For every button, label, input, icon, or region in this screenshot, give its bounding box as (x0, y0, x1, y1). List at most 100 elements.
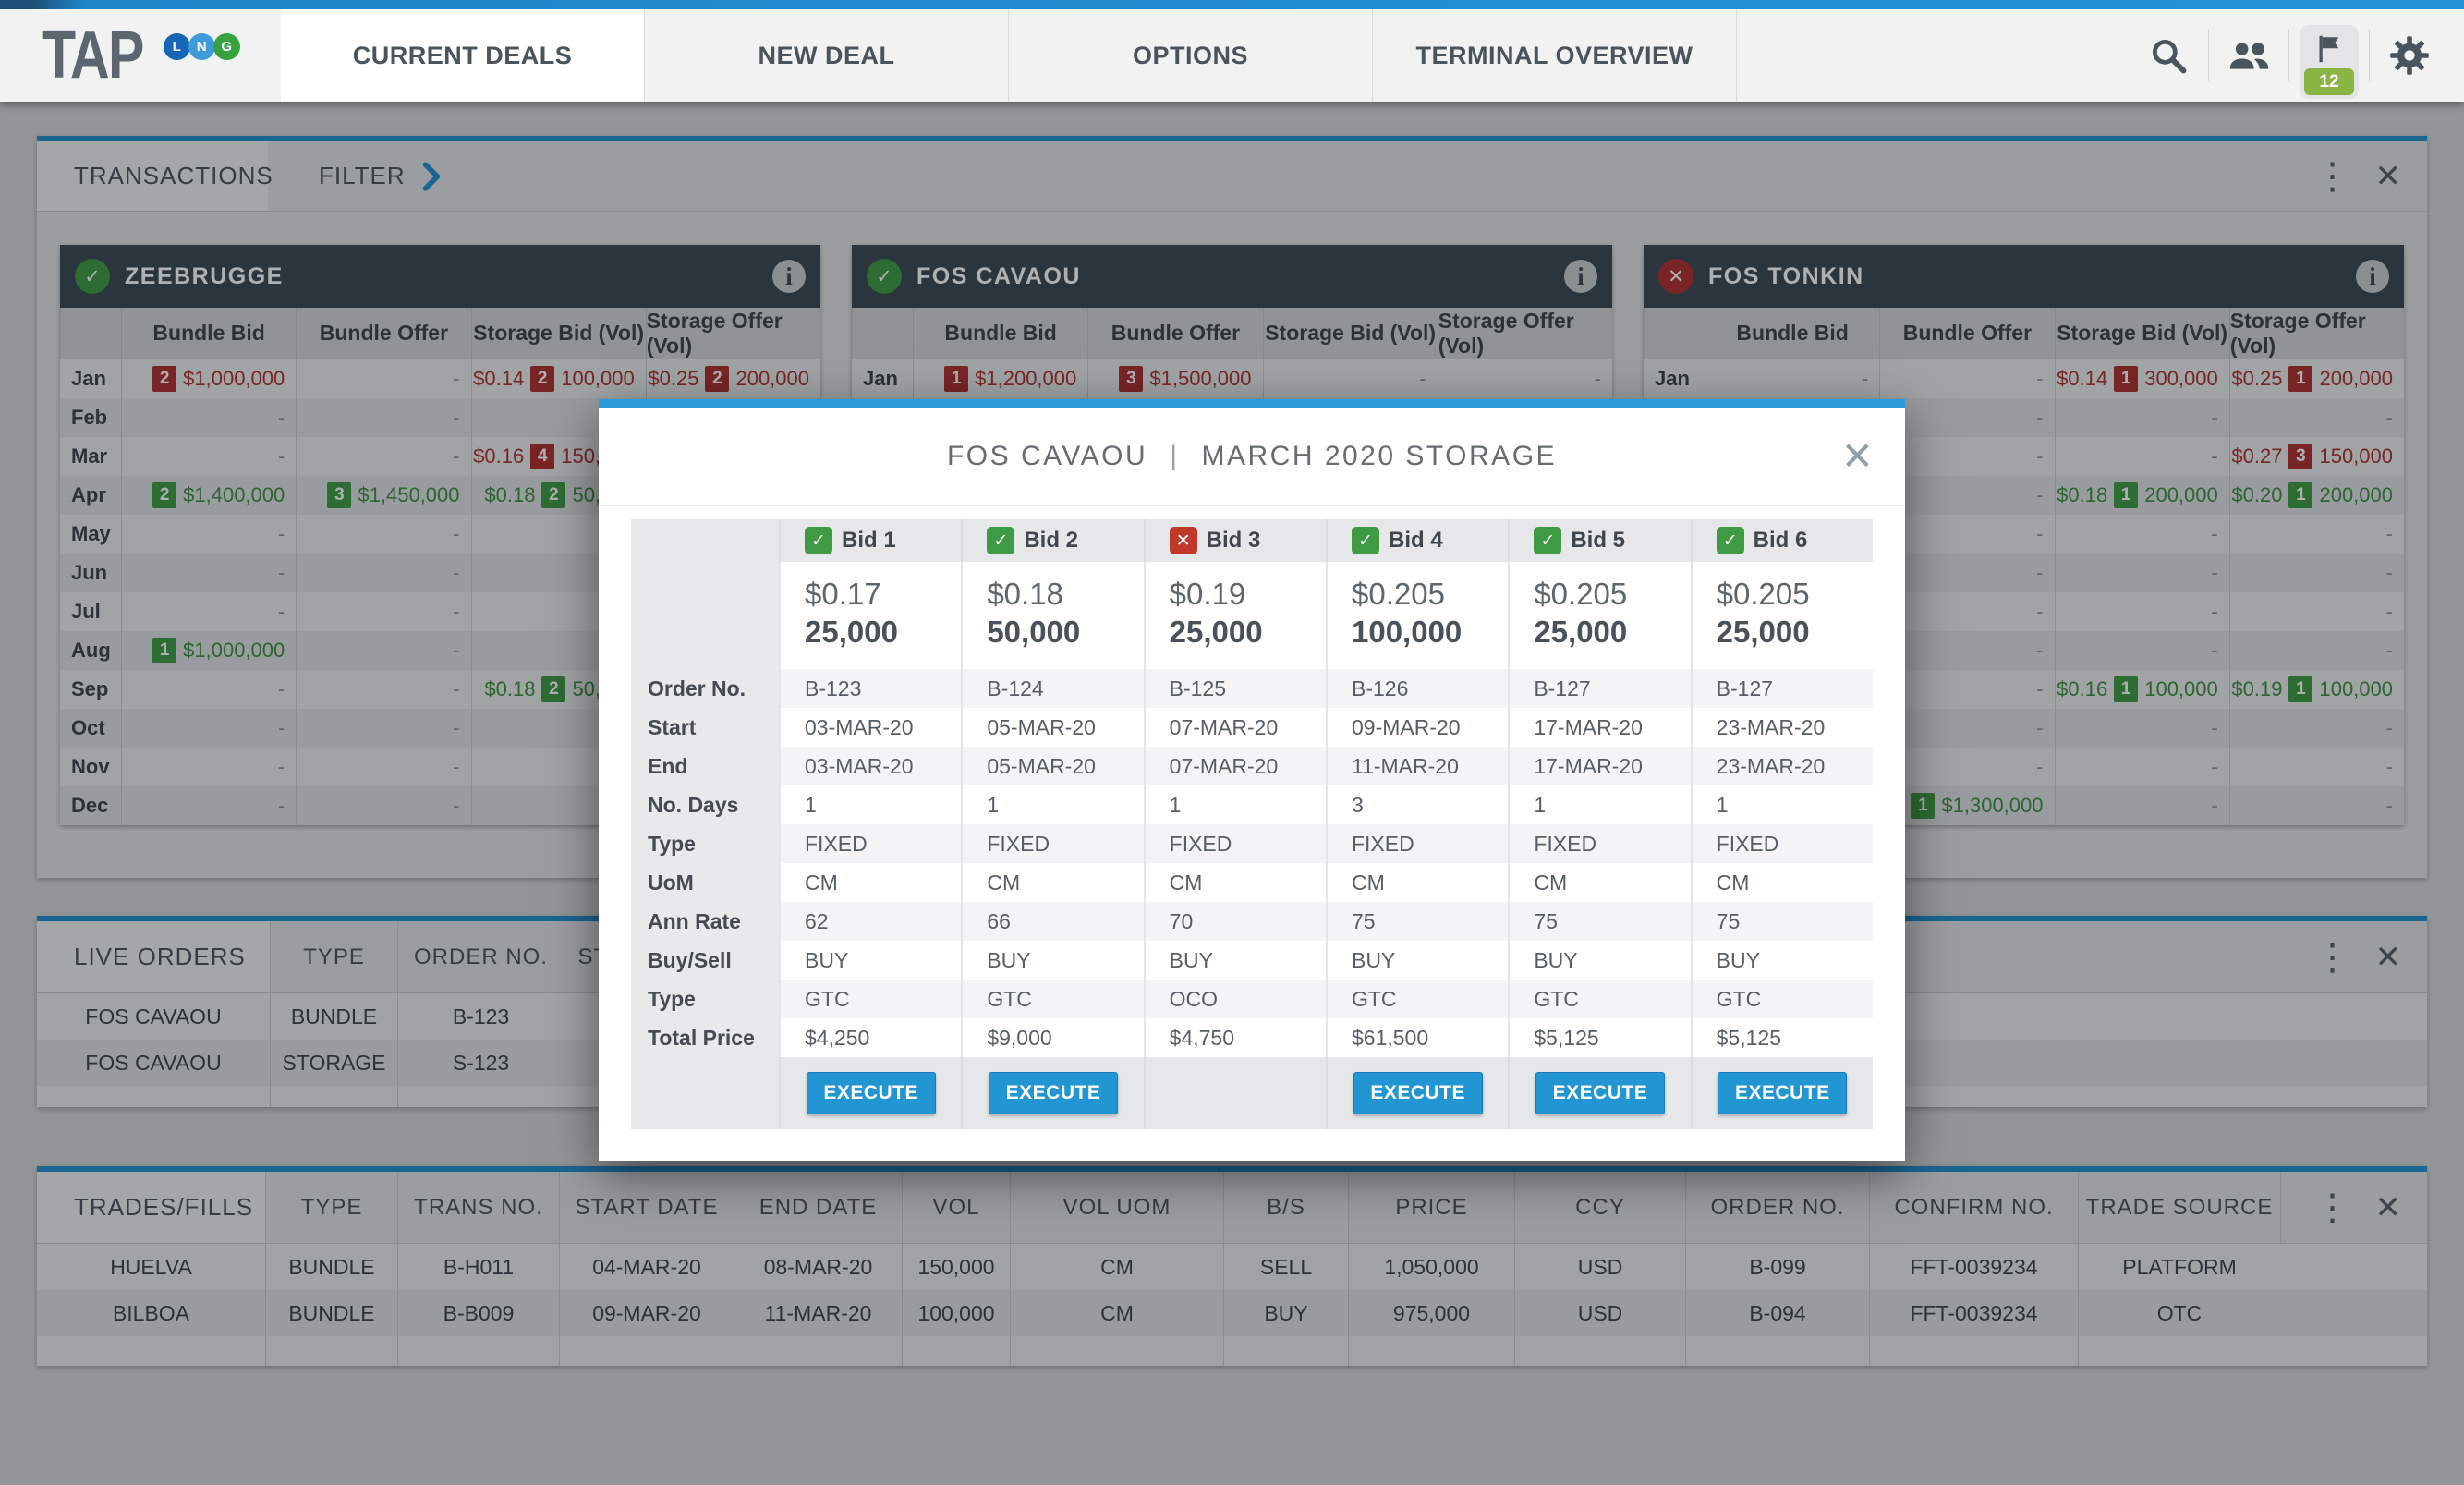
storage-bid-cell[interactable]: - (2054, 554, 2229, 592)
modal-close-icon[interactable]: ✕ (1840, 433, 1874, 479)
bundle-offer-cell[interactable]: - (296, 359, 470, 398)
column-header: Storage Offer (Vol) (1437, 308, 1612, 359)
storage-offer-cell[interactable]: - (2228, 786, 2404, 825)
storage-bid-cell[interactable]: $0.14 1 300,000 (2054, 359, 2229, 398)
storage-offer-cell[interactable]: - (1437, 359, 1612, 398)
trade-cell: CM (1010, 1244, 1223, 1290)
bundle-offer-cell[interactable]: - (296, 670, 470, 709)
storage-offer-cell[interactable]: - (2228, 631, 2404, 670)
search-icon[interactable] (2129, 35, 2208, 76)
bid-value: B-124 (961, 669, 1144, 708)
storage-bid-cell[interactable]: $0.18250,000 (470, 670, 646, 709)
flag-icon[interactable]: 12 (2300, 25, 2359, 99)
bundle-offer-cell[interactable]: - (296, 437, 470, 476)
kebab-menu-icon[interactable]: ⋮ (2313, 935, 2351, 979)
close-icon[interactable]: ✕ (2374, 157, 2402, 195)
nav-tab[interactable]: OPTIONS (1009, 9, 1373, 102)
month-row: Apr 2$1,400,000 3$1,450,000 $0.18250,000… (60, 476, 820, 515)
storage-bid-cell[interactable]: $0.16 4 150,000 (470, 437, 646, 476)
close-icon[interactable]: ✕ (2374, 1188, 2402, 1226)
execute-button[interactable]: EXECUTE (1353, 1072, 1483, 1114)
bundle-offer-cell[interactable]: - (296, 398, 470, 437)
bundle-offer-cell[interactable]: - (296, 515, 470, 554)
bid-value: 75 (1690, 902, 1873, 941)
bundle-bid-cell[interactable]: 1 $1,200,000 (913, 359, 1087, 398)
column-header: Bundle Offer (1879, 308, 2054, 359)
bundle-bid-cell[interactable]: - (121, 709, 296, 748)
bundle-offer-cell[interactable]: - (296, 748, 470, 786)
trade-row[interactable]: HUELVA BUNDLE B-H011 04-MAR-20 08-MAR-20 150… (37, 1244, 2427, 1290)
bundle-bid-cell[interactable]: 1 $1,000,000 (121, 631, 296, 670)
kebab-menu-icon[interactable]: ⋮ (2313, 154, 2351, 198)
bundle-bid-cell[interactable]: - (121, 786, 296, 825)
nav-tab[interactable]: NEW DEAL (645, 9, 1009, 102)
storage-offer-cell[interactable]: - (2228, 554, 2404, 592)
storage-bid-cell[interactable]: - (2054, 709, 2229, 748)
storage-offer-cell[interactable]: - (2228, 592, 2404, 631)
storage-offer-cell[interactable]: - (2228, 515, 2404, 554)
count-badge: 1 (2114, 482, 2139, 508)
close-icon[interactable]: ✕ (2374, 938, 2402, 976)
storage-offer-cell[interactable]: $0.25 1 200,000 (2228, 359, 2404, 398)
bundle-bid-cell[interactable]: 2 $1,400,000 (121, 476, 296, 515)
bundle-bid-cell[interactable]: - (121, 398, 296, 437)
bundle-offer-cell[interactable]: - (296, 592, 470, 631)
bundle-bid-cell[interactable]: - (121, 592, 296, 631)
trade-row[interactable] (37, 1336, 2427, 1366)
users-icon[interactable] (2209, 35, 2288, 76)
storage-bid-cell[interactable]: - (2054, 592, 2229, 631)
bundle-bid-cell[interactable]: 2 $1,000,000 (121, 359, 296, 398)
bundle-offer-cell[interactable]: - (296, 786, 470, 825)
execute-button[interactable]: EXECUTE (1535, 1072, 1665, 1114)
bundle-bid-cell[interactable]: - (121, 748, 296, 786)
execute-button[interactable]: EXECUTE (1718, 1072, 1848, 1114)
storage-bid-cell[interactable]: $0.18 1 200,000 (2054, 476, 2229, 515)
bid-value: 07-MAR-20 (1143, 747, 1326, 785)
bundle-offer-cell[interactable]: - (296, 631, 470, 670)
count-badge: 2 (705, 366, 730, 392)
storage-bid-cell[interactable]: - (2054, 398, 2229, 437)
storage-bid-cell[interactable]: - (2054, 515, 2229, 554)
bundle-offer-cell[interactable]: 1 $1,300,000 (1879, 786, 2054, 825)
execute-button[interactable]: EXECUTE (988, 1072, 1118, 1114)
bundle-bid-cell[interactable]: - (1705, 359, 1879, 398)
bid-detail-row: Total Price $4,250 $9,000 $4,750 $61,500 $5,… (631, 1018, 1873, 1057)
storage-bid-cell[interactable]: $0.14 2 100,000 (470, 359, 646, 398)
storage-offer-cell[interactable]: $0.19 1 100,000 (2228, 670, 2404, 709)
bundle-offer-cell[interactable]: - (296, 554, 470, 592)
gear-icon[interactable] (2370, 33, 2449, 78)
storage-bid-cell[interactable]: - (2054, 748, 2229, 786)
bundle-bid-cell[interactable]: - (121, 437, 296, 476)
storage-bid-cell[interactable]: - (2054, 631, 2229, 670)
trade-row[interactable]: BILBOA BUNDLE B-B009 09-MAR-20 11-MAR-20 100… (37, 1290, 2427, 1336)
bundle-offer-cell[interactable]: - (296, 709, 470, 748)
storage-offer-cell[interactable]: - (2228, 709, 2404, 748)
bundle-bid-cell[interactable]: - (121, 670, 296, 709)
bid-status-icon: ✓ (1351, 527, 1379, 554)
execute-button[interactable]: EXECUTE (806, 1072, 936, 1114)
storage-offer-cell[interactable]: $0.25 2 200,000 (645, 359, 820, 398)
bundle-bid-cell[interactable]: - (121, 554, 296, 592)
bundle-offer-cell[interactable]: 3 $1,500,000 (1087, 359, 1262, 398)
storage-offer-cell[interactable]: - (2228, 748, 2404, 786)
storage-offer-cell[interactable]: - (2228, 398, 2404, 437)
bundle-bid-cell[interactable]: - (121, 515, 296, 554)
storage-bid-cell[interactable]: - (2054, 786, 2229, 825)
storage-bid-cell[interactable]: $0.16 1 100,000 (2054, 670, 2229, 709)
storage-bid-cell[interactable]: - (2054, 437, 2229, 476)
storage-bid-cell[interactable]: - (1262, 359, 1438, 398)
trade-cell (1223, 1336, 1348, 1366)
nav-tab[interactable]: TERMINAL OVERVIEW (1373, 9, 1737, 102)
filter-button[interactable]: FILTER (319, 161, 443, 191)
bundle-offer-cell[interactable]: 3 $1,450,000 (296, 476, 470, 515)
info-icon[interactable]: i (1564, 260, 1597, 293)
nav-tab[interactable]: CURRENT DEALS (281, 9, 645, 102)
storage-offer-cell[interactable]: $0.20 1 200,000 (2228, 476, 2404, 515)
info-icon[interactable]: i (2356, 260, 2389, 293)
kebab-menu-icon[interactable]: ⋮ (2313, 1186, 2351, 1229)
storage-offer-cell[interactable]: $0.27 3 150,000 (2228, 437, 2404, 476)
info-icon[interactable]: i (772, 260, 806, 293)
bundle-offer-cell[interactable]: - (1879, 359, 2054, 398)
column-header: B/S (1223, 1172, 1348, 1243)
